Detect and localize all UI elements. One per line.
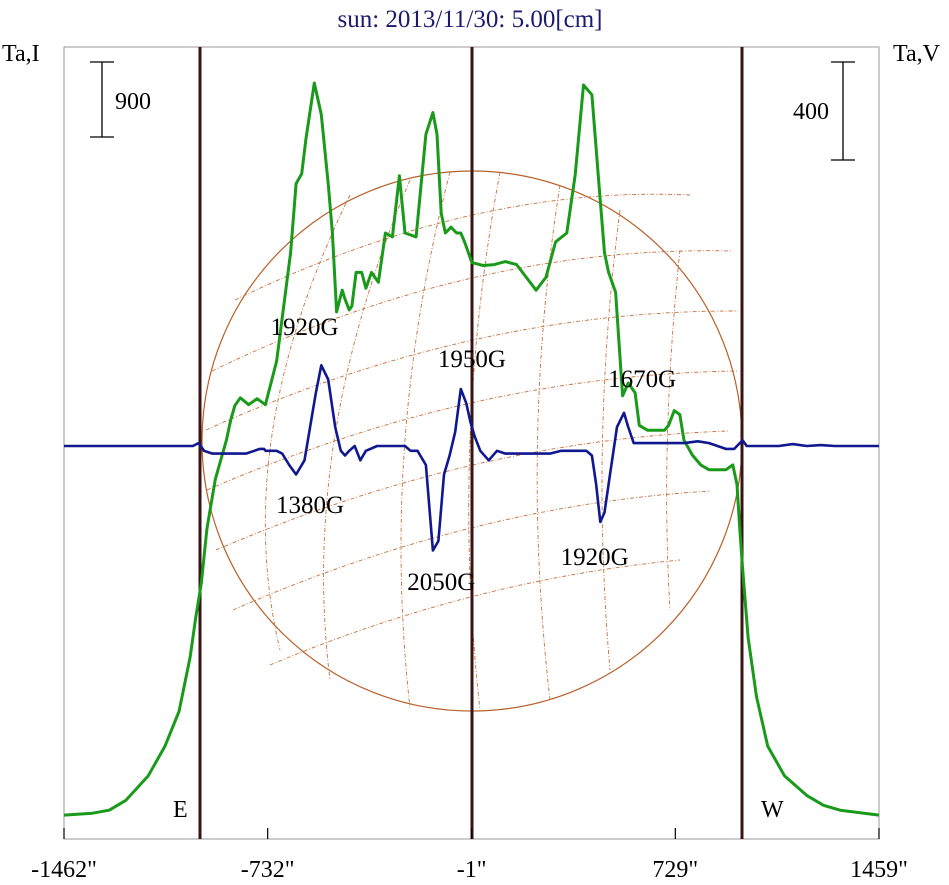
polarization-peak-label: 2050G [407,569,475,596]
peak-annotations: 1920G 1950G 1670G 1380G 2050G 1920G [270,314,676,596]
x-axis-ticks: -1462" -732" -1" 729" 1459" [31,828,908,883]
x-tick-label: 729" [652,857,698,883]
polarization-peak-label: 1380G [276,492,344,519]
right-scale-label: 400 [793,99,829,125]
east-limb-label: E [173,797,188,823]
polarization-peak-label: 1920G [561,544,629,571]
left-scale-label: 900 [115,89,151,115]
x-tick-label: -732" [241,857,295,883]
polarization-series-line [64,364,879,552]
chart-title: sun: 2013/11/30: 5.00[cm] [337,6,602,33]
x-tick-label: -1" [457,857,487,883]
intensity-peak-label: 1920G [270,314,338,341]
x-tick-label: -1462" [31,857,97,883]
left-scale-bar [90,61,114,138]
intensity-peak-label: 1670G [608,366,676,393]
left-axis-label: Ta,I [2,41,40,67]
intensity-series-line [63,81,880,817]
right-scale-bar [831,61,855,161]
intensity-peak-label: 1950G [438,346,506,373]
west-limb-label: W [761,797,784,823]
right-axis-label: Ta,V [893,41,941,67]
x-tick-label: 1459" [850,857,908,883]
